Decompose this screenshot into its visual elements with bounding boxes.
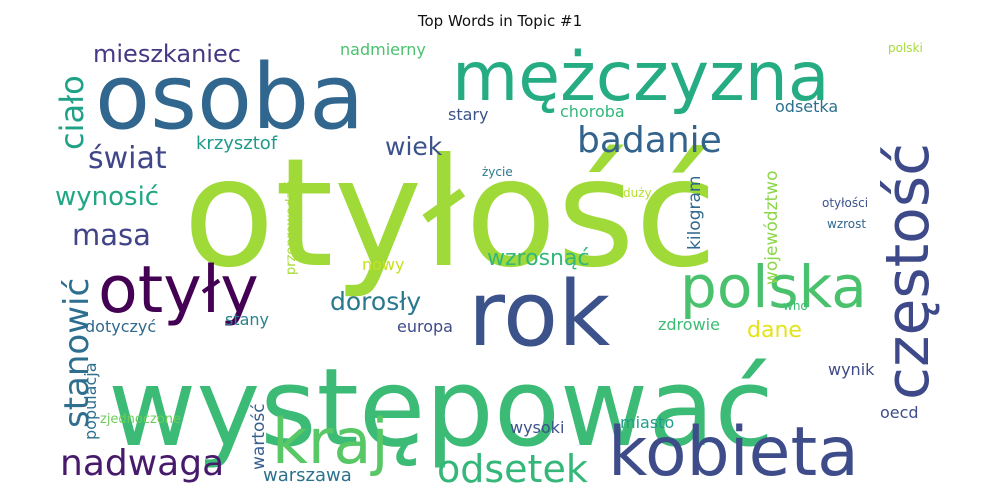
word-37: zdrowie — [658, 315, 720, 334]
word-17: wynosić — [55, 182, 159, 212]
word-40: wynik — [828, 360, 875, 379]
word-20: mieszkaniec — [93, 40, 241, 68]
word-26: kilogram — [685, 176, 705, 250]
word-47: wzrost — [827, 217, 866, 231]
word-44: życie — [482, 165, 513, 179]
word-13: stanowić — [57, 278, 97, 428]
word-22: dane — [747, 318, 802, 343]
word-2: osoba — [95, 45, 364, 150]
word-9: polska — [680, 253, 867, 321]
word-15: świat — [88, 141, 167, 176]
word-33: europa — [397, 317, 453, 336]
word-0: otyłość — [183, 127, 717, 301]
word-43: przeprowadzić — [284, 181, 299, 275]
word-24: krzysztof — [196, 133, 278, 154]
word-34: dotyczyć — [85, 317, 156, 336]
word-31: stary — [448, 105, 488, 124]
word-3: rok — [468, 262, 610, 367]
word-16: masa — [72, 218, 151, 252]
word-35: stany — [225, 310, 269, 329]
word-8: kraj — [272, 405, 389, 478]
word-29: choroba — [560, 102, 625, 121]
word-12: badanie — [577, 120, 722, 161]
word-39: wysoki — [510, 418, 564, 437]
word-36: nowy — [362, 255, 404, 274]
word-48: who — [783, 299, 808, 313]
chart-title: Top Words in Topic #1 — [417, 12, 583, 30]
word-14: ciało — [53, 75, 91, 150]
word-10: odsetek — [437, 447, 588, 491]
word-1: występować — [108, 346, 774, 471]
word-45: duży — [623, 186, 652, 200]
word-32: odsetka — [775, 97, 838, 116]
word-7: częstość — [873, 143, 943, 400]
word-11: nadwaga — [60, 443, 224, 484]
word-5: kobieta — [608, 413, 859, 492]
word-41: oecd — [880, 403, 919, 422]
word-4: mężczyzna — [452, 38, 830, 117]
word-46: otyłości — [822, 196, 868, 210]
word-49: polski — [888, 41, 923, 55]
word-27: wartość — [249, 403, 269, 470]
word-30: nadmierny — [340, 40, 426, 59]
word-25: województwo — [762, 171, 782, 285]
word-23: warszawa — [263, 465, 352, 486]
word-6: otyły — [98, 253, 259, 328]
word-19: wiek — [385, 132, 443, 161]
word-38: miasto — [620, 413, 674, 432]
word-28: populacja — [81, 362, 100, 440]
word-21: wzrosnąć — [487, 246, 590, 271]
word-42: zjednoczone — [100, 412, 181, 427]
word-18: dorosły — [330, 287, 421, 316]
